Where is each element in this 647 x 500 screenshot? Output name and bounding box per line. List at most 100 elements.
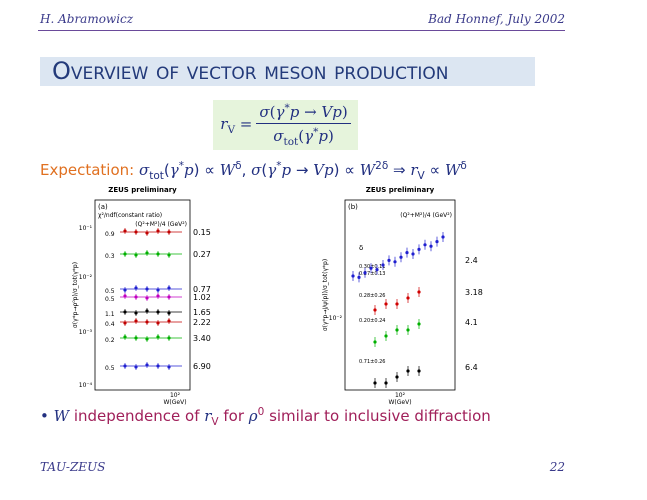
math-part: tot <box>283 136 299 148</box>
math-part: = <box>235 114 253 133</box>
point <box>156 310 160 314</box>
plot-heading: ZEUS preliminary <box>108 186 177 194</box>
venue: Bad Honnef, July 2002 <box>428 12 565 26</box>
point <box>167 365 171 369</box>
delta: 0.28±0.26 <box>359 293 385 299</box>
point <box>145 363 149 367</box>
math-part: δ <box>460 160 467 172</box>
math-part: ( <box>163 161 170 179</box>
expectation: Expectation: σtot(γ*p) ∝ Wδ, σ(γ*p → Vp)… <box>40 160 467 182</box>
point <box>156 294 160 298</box>
scale-value: 2.22 <box>193 318 211 327</box>
math-part: tot <box>149 170 164 182</box>
math-part: ∝ <box>424 161 445 179</box>
math-part: V <box>211 416 219 428</box>
point <box>134 311 138 315</box>
point <box>156 252 160 256</box>
point <box>123 364 127 368</box>
point <box>123 294 127 298</box>
page-number: 22 <box>549 460 565 474</box>
point <box>167 253 171 257</box>
point <box>373 381 377 385</box>
point <box>145 231 149 235</box>
point <box>156 229 160 233</box>
x-label: W(GeV) <box>163 399 186 406</box>
bullet: • W independence of rV for ρ0 similar to… <box>40 406 491 428</box>
delta: 0.20±0.24 <box>359 318 385 324</box>
panel-label: (a) <box>98 203 108 211</box>
numerator: σ(γ*p → Vp) <box>256 102 351 124</box>
math-part: ( <box>269 103 276 121</box>
math-part: * <box>313 126 319 138</box>
y-tick-label: 10⁻² <box>329 315 343 322</box>
math-part: σ <box>259 103 270 121</box>
formula-lhs: rV = <box>220 115 252 136</box>
point <box>411 252 415 256</box>
chi2-value: 0.4 <box>105 321 115 328</box>
math-part: ⇒ <box>388 161 411 179</box>
point <box>357 275 361 279</box>
point <box>145 337 149 341</box>
point <box>384 381 388 385</box>
math-part: γ <box>275 103 285 121</box>
scale-value: 3.40 <box>193 334 211 343</box>
point <box>145 309 149 313</box>
footer-left: TAU-ZEUS <box>40 460 106 474</box>
scale-value: 1.65 <box>193 308 211 317</box>
point <box>395 375 399 379</box>
point <box>417 290 421 294</box>
chi2-value: 0.5 <box>105 296 115 303</box>
point <box>123 288 127 292</box>
math-part: Vp <box>321 103 342 121</box>
point <box>134 319 138 323</box>
point <box>134 365 138 369</box>
x-tick-label: 10² <box>170 392 181 399</box>
point <box>145 251 149 255</box>
point <box>167 319 171 323</box>
math-part: V <box>417 170 425 182</box>
bullet-dot: • <box>40 407 49 425</box>
point <box>429 244 433 248</box>
scale-value: 2.4 <box>465 256 478 265</box>
delta: 0.30±0.11 <box>359 264 385 270</box>
bullet-text: W independence of rV for ρ0 similar to i… <box>54 406 491 428</box>
math-part: r <box>410 161 418 179</box>
math-part: for <box>218 407 249 425</box>
scale-value: 4.1 <box>465 318 478 327</box>
math-part: p <box>289 103 300 121</box>
point <box>435 240 439 244</box>
math-part: Vp <box>313 161 334 179</box>
x-tick-label: 10² <box>395 392 406 399</box>
point <box>363 271 367 275</box>
math-part: p <box>184 161 194 179</box>
header-rule <box>38 30 565 31</box>
math-part: W <box>219 161 236 179</box>
fraction: σ(γ*p → Vp) σtot(γ*p) <box>256 102 351 148</box>
point <box>123 335 127 339</box>
point <box>123 310 127 314</box>
scale-value: 3.18 <box>465 288 483 297</box>
point <box>134 253 138 257</box>
chi2-value: 0.9 <box>105 231 115 238</box>
math-part: W <box>444 161 461 179</box>
point <box>156 335 160 339</box>
chi2-value: 0.3 <box>105 253 115 260</box>
y-tick-label: 10⁻⁴ <box>79 382 93 389</box>
scale-value: 0.15 <box>193 228 211 237</box>
math-part: * <box>178 160 184 172</box>
point <box>405 251 409 255</box>
math-part: ) <box>341 103 348 121</box>
point <box>373 308 377 312</box>
math-part: γ <box>304 127 314 145</box>
chi2-value: 1.1 <box>105 311 115 318</box>
math-part: * <box>276 160 282 172</box>
panel-label: (b) <box>348 203 358 211</box>
expectation-math: σtot(γ*p) ∝ Wδ, σ(γ*p → Vp) ∝ W2δ ⇒ rV ∝… <box>139 160 467 182</box>
point <box>145 287 149 291</box>
point <box>351 274 355 278</box>
point <box>406 369 410 373</box>
chi2-value: 0.5 <box>105 288 115 295</box>
math-part: γ <box>169 161 179 179</box>
